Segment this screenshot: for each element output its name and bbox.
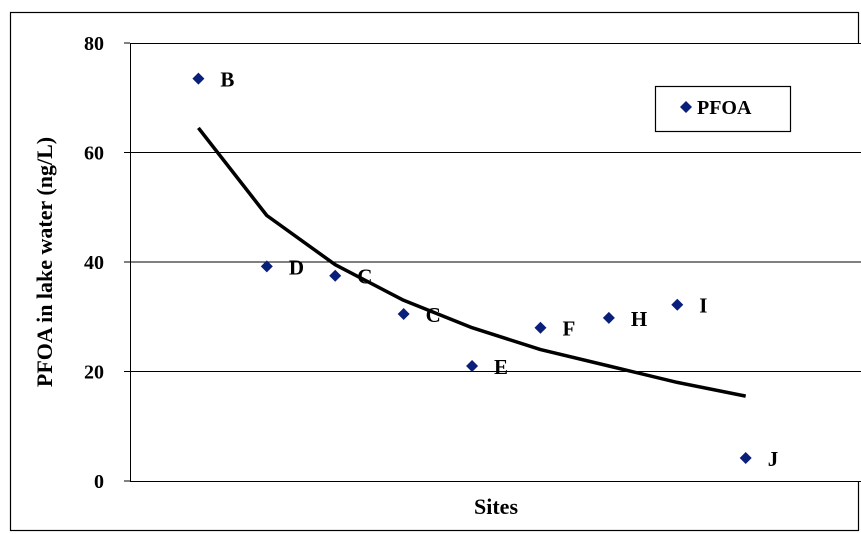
y-axis-title: PFOA in lake water (ng/L) [32, 137, 57, 387]
point-label: F [562, 317, 575, 341]
data-points [192, 72, 752, 465]
point-label: J [768, 447, 779, 471]
data-point-j [739, 452, 752, 465]
legend: PFOA [654, 85, 792, 133]
point-labels: B D C C E F H I J [220, 68, 778, 471]
point-label: H [631, 307, 647, 331]
legend-box [654, 85, 792, 133]
y-axis-ticks: 0 20 40 60 80 [84, 33, 130, 493]
point-label: C [426, 303, 441, 327]
y-tick-label: 80 [84, 33, 104, 55]
trendline-group [197, 126, 747, 398]
point-label: I [699, 294, 707, 318]
data-point-i [671, 298, 684, 311]
data-point-h [602, 311, 615, 324]
data-point-e [466, 360, 479, 373]
y-tick-label: 40 [84, 252, 104, 274]
data-point-b [192, 72, 205, 85]
legend-marker [680, 101, 692, 113]
gridlines [130, 152, 861, 372]
y-tick-label: 20 [84, 362, 104, 384]
point-label: C [357, 265, 372, 289]
data-point-c [329, 269, 342, 282]
data-point-f [534, 321, 547, 334]
point-label: D [289, 255, 304, 279]
data-point-d [260, 260, 273, 273]
point-label: E [494, 355, 508, 379]
y-tick-label: 60 [84, 143, 104, 165]
trendline [197, 126, 747, 398]
y-tick-label: 0 [94, 471, 104, 493]
data-point-c [397, 308, 410, 321]
legend-label: PFOA [697, 97, 752, 119]
point-label: B [220, 68, 234, 92]
x-axis-title: Sites [474, 494, 518, 519]
